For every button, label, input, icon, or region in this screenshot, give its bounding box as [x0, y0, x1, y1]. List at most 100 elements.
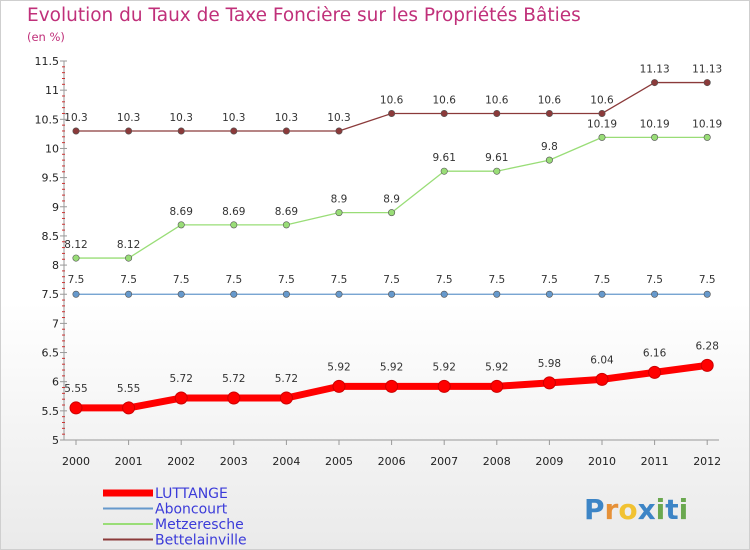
data-point	[440, 109, 448, 117]
logo-letter: r	[604, 493, 619, 526]
data-label: 5.98	[538, 358, 561, 370]
data-label: 7.5	[225, 274, 242, 286]
data-label: 6.28	[696, 340, 719, 352]
data-point	[72, 254, 80, 262]
data-point	[542, 376, 556, 390]
data-point	[440, 290, 448, 298]
data-point	[437, 379, 451, 393]
data-label: 5.92	[485, 361, 508, 373]
data-label: 7.5	[699, 274, 716, 286]
y-tick-label: 7.5	[42, 288, 60, 301]
x-tick-label: 2003	[220, 455, 248, 468]
x-tick-label: 2008	[483, 455, 511, 468]
logo-letter: t	[665, 493, 679, 526]
y-tick-label: 8.5	[42, 230, 60, 243]
legend-label: Bettelainville	[155, 533, 247, 549]
data-point	[598, 109, 606, 117]
x-tick-label: 2005	[325, 455, 353, 468]
y-tick-label: 5	[52, 434, 59, 447]
unit-label: (en %)	[27, 30, 65, 44]
data-label: 5.55	[64, 383, 87, 395]
data-point	[122, 401, 136, 415]
data-label: 8.69	[170, 206, 193, 218]
data-point	[598, 133, 606, 141]
data-label: 8.12	[64, 239, 87, 251]
data-point	[125, 127, 133, 135]
data-point	[493, 109, 501, 117]
data-point	[72, 290, 80, 298]
data-point	[595, 372, 609, 386]
data-label: 5.92	[380, 361, 403, 373]
data-label: 7.5	[173, 274, 190, 286]
data-label: 10.3	[275, 112, 298, 124]
y-tick-label: 6	[52, 376, 59, 389]
legend-label: Metzeresche	[155, 517, 244, 533]
data-point	[700, 358, 714, 372]
data-label: 7.5	[646, 274, 663, 286]
data-point	[651, 79, 659, 87]
data-point	[493, 290, 501, 298]
data-label: 7.5	[120, 274, 137, 286]
data-label: 9.61	[485, 152, 508, 164]
data-label: 5.72	[275, 373, 298, 385]
data-label: 9.61	[433, 152, 456, 164]
y-tick-label: 6.5	[42, 347, 60, 360]
data-point	[545, 290, 553, 298]
x-tick-label: 2011	[641, 455, 669, 468]
data-point	[335, 127, 343, 135]
data-label: 8.9	[383, 194, 400, 206]
data-point	[648, 365, 662, 379]
data-point	[703, 290, 711, 298]
x-tick-label: 2002	[167, 455, 195, 468]
data-point	[282, 127, 290, 135]
x-tick-label: 2012	[693, 455, 721, 468]
logo-letter: i	[678, 493, 689, 526]
data-label: 10.6	[380, 94, 404, 106]
data-label: 5.55	[117, 383, 140, 395]
logo-letter: i	[655, 493, 666, 526]
data-point	[598, 290, 606, 298]
data-point	[282, 221, 290, 229]
data-label: 10.3	[64, 112, 87, 124]
data-label: 10.19	[587, 118, 617, 130]
data-point	[545, 156, 553, 164]
data-point	[388, 109, 396, 117]
data-point	[72, 127, 80, 135]
data-label: 10.19	[692, 118, 722, 130]
data-label: 5.92	[327, 361, 350, 373]
y-tick-label: 11.5	[35, 55, 60, 68]
x-tick-label: 2007	[430, 455, 458, 468]
data-label: 6.16	[643, 347, 667, 359]
logo-letter: o	[618, 493, 638, 526]
data-point	[230, 290, 238, 298]
y-tick-label: 5.5	[42, 405, 60, 418]
data-point	[385, 379, 399, 393]
legend-label: LUTTANGE	[155, 486, 228, 502]
data-point	[230, 127, 238, 135]
data-label: 6.04	[590, 354, 614, 366]
data-label: 7.5	[541, 274, 558, 286]
data-point	[335, 209, 343, 217]
x-tick-label: 2010	[588, 455, 616, 468]
proxiti-logo: Proxiti	[584, 493, 688, 526]
data-point	[332, 379, 346, 393]
data-point	[703, 79, 711, 87]
data-label: 7.5	[594, 274, 611, 286]
data-label: 10.6	[538, 94, 562, 106]
data-point	[230, 221, 238, 229]
x-tick-label: 2006	[378, 455, 406, 468]
data-label: 10.6	[433, 94, 457, 106]
y-tick-label: 7	[52, 317, 59, 330]
data-point	[651, 290, 659, 298]
data-point	[335, 290, 343, 298]
data-label: 7.5	[68, 274, 85, 286]
data-label: 8.12	[117, 239, 140, 251]
data-label: 11.13	[692, 64, 722, 76]
data-label: 7.5	[383, 274, 400, 286]
data-label: 7.5	[488, 274, 505, 286]
y-tick-label: 8	[52, 259, 59, 272]
y-tick-label: 9	[52, 201, 59, 214]
data-label: 7.5	[278, 274, 295, 286]
